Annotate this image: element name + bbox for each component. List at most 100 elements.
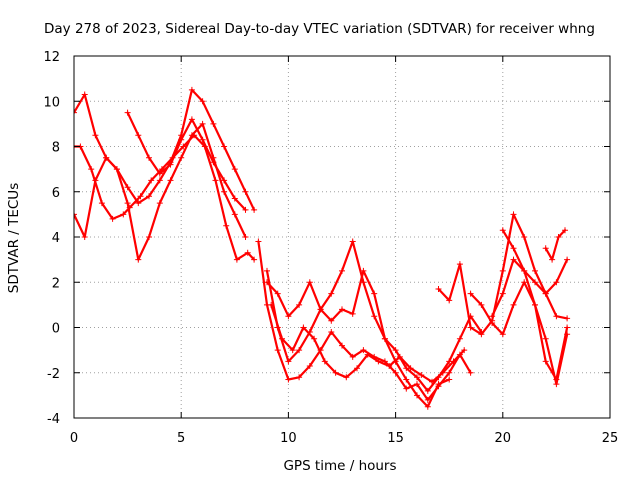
grid (74, 56, 610, 418)
data-point-marker (478, 301, 485, 308)
data-point-marker (467, 324, 474, 331)
x-tick-label: 0 (70, 431, 78, 446)
data-point-marker (371, 290, 378, 297)
data-point-marker (156, 170, 163, 177)
data-point-marker (532, 267, 538, 274)
data-point-marker (467, 290, 474, 297)
series-line (126, 111, 247, 211)
data-point-marker (418, 372, 425, 378)
data-point-marker (311, 335, 318, 342)
data-point-marker (221, 177, 228, 184)
data-point-marker (321, 358, 328, 365)
data-point-marker (300, 324, 307, 331)
series-line (544, 229, 567, 261)
data-point-marker (521, 234, 528, 240)
data-point-marker (274, 347, 281, 354)
data-point-marker (113, 166, 120, 173)
data-point-marker (542, 245, 549, 252)
data-point-marker (414, 374, 420, 381)
data-point-marker (81, 234, 88, 240)
data-point-marker (244, 249, 251, 256)
data-point-marker (167, 161, 174, 168)
y-tick-label: 6 (52, 186, 60, 201)
data-point-marker (553, 376, 560, 383)
data-point-marker (499, 331, 506, 338)
data-point-marker (499, 267, 506, 274)
data-point-marker (339, 306, 345, 313)
data-point-marker (499, 290, 506, 297)
data-point-marker (251, 206, 258, 213)
data-point-marker (146, 234, 152, 240)
x-tick-label: 20 (495, 431, 512, 446)
data-point-marker (264, 279, 270, 286)
data-point-marker (135, 200, 142, 207)
data-point-marker (146, 154, 152, 161)
data-point-marker (124, 200, 131, 207)
data-point-marker (521, 267, 528, 274)
data-point-marker (332, 369, 339, 376)
data-point-marker (328, 290, 335, 297)
data-point-marker (212, 177, 219, 184)
data-point-marker (199, 98, 206, 105)
x-tick-label: 5 (177, 431, 185, 446)
data-point-marker (317, 306, 324, 313)
data-point-marker (274, 290, 281, 297)
data-point-marker (199, 120, 206, 127)
data-point-marker (156, 200, 163, 207)
data-point-marker (124, 184, 131, 191)
y-axis-label: SDTVAR / TECUs (6, 183, 22, 293)
data-point-marker (285, 358, 292, 365)
data-point-marker (489, 313, 496, 320)
series-track-13 (542, 227, 568, 263)
data-point-marker (553, 313, 560, 320)
data-point-marker (210, 159, 217, 166)
data-point-marker (349, 238, 356, 245)
data-point-marker (424, 387, 431, 394)
data-point-marker (210, 120, 217, 127)
data-point-marker (555, 234, 562, 240)
y-tick-label: -2 (47, 367, 60, 382)
data-point-marker (285, 376, 292, 383)
data-point-marker (424, 396, 431, 403)
data-point-marker (188, 86, 195, 93)
data-point-marker (231, 166, 238, 173)
data-point-marker (296, 374, 303, 381)
data-point-marker (532, 279, 538, 286)
data-point-marker (306, 279, 313, 286)
data-point-marker (233, 256, 240, 263)
y-tick-label: 12 (43, 50, 60, 65)
data-point-marker (392, 347, 399, 354)
data-point-marker (255, 238, 262, 245)
data-point-marker (562, 227, 568, 234)
series-line (270, 303, 466, 383)
series-track-10 (467, 279, 571, 388)
data-point-marker (74, 211, 77, 218)
y-tick-label: 10 (43, 95, 60, 110)
data-point-marker (429, 378, 435, 385)
data-point-marker (146, 193, 152, 200)
data-point-marker (103, 154, 110, 161)
y-tick-label: -4 (47, 412, 60, 427)
series-line (469, 281, 569, 386)
data-point-marker (242, 234, 249, 240)
data-point-marker (446, 369, 453, 376)
data-point-marker (92, 177, 99, 184)
data-point-marker (268, 301, 275, 308)
data-point-marker (88, 166, 95, 173)
x-tick-label: 10 (280, 431, 297, 446)
data-point-marker (456, 335, 463, 342)
data-point-marker (386, 363, 393, 369)
series-line (74, 88, 256, 211)
data-point-marker (489, 320, 496, 326)
data-point-marker (231, 195, 238, 202)
data-point-marker (510, 211, 517, 218)
data-point-marker (510, 301, 517, 308)
data-point-marker (343, 374, 350, 381)
data-point-marker (542, 290, 549, 297)
data-point-marker (231, 211, 238, 218)
series-track-7 (264, 267, 453, 410)
data-point-marker (375, 358, 382, 365)
data-point-marker (242, 188, 249, 195)
data-point-marker (446, 297, 453, 304)
